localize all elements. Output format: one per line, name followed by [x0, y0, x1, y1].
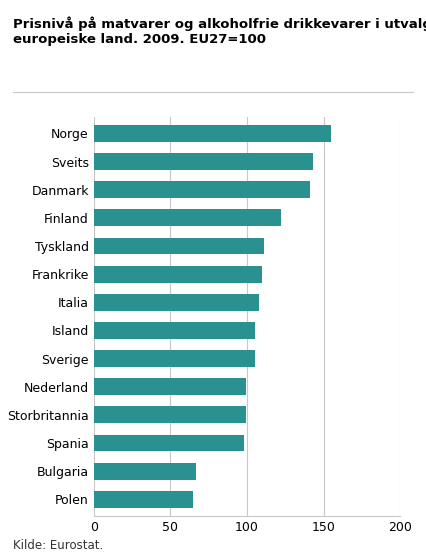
Bar: [94, 153, 313, 170]
Bar: [94, 406, 245, 423]
Bar: [94, 125, 331, 142]
Bar: [94, 379, 245, 395]
Bar: [94, 181, 310, 198]
Bar: [94, 266, 262, 282]
Bar: [94, 435, 244, 451]
Bar: [94, 294, 259, 311]
Text: Prisnivå på matvarer og alkoholfrie drikkevarer i utvalgte
europeiske land. 2009: Prisnivå på matvarer og alkoholfrie drik…: [13, 17, 426, 46]
Bar: [94, 238, 264, 254]
Bar: [94, 491, 193, 508]
Text: Kilde: Eurostat.: Kilde: Eurostat.: [13, 539, 103, 552]
Bar: [94, 463, 196, 480]
Bar: [94, 322, 255, 339]
Bar: [94, 350, 255, 367]
Bar: [94, 209, 281, 226]
